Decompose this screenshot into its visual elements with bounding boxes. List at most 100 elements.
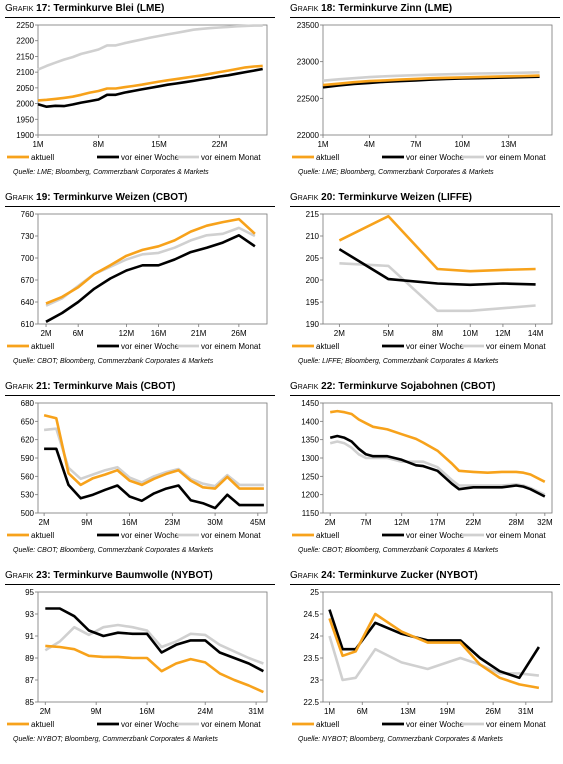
chart-svg: 190 195 200 205 210 215 2M 5M 8M 10M 12M 14M aktuell… bbox=[292, 210, 553, 351]
x-tick-label: 1M bbox=[324, 707, 335, 716]
chart-title-text: Terminkurve Baumwolle (NYBOT) bbox=[53, 570, 213, 581]
x-tick-label: 23M bbox=[165, 518, 181, 527]
x-tick-label: 13M bbox=[400, 707, 416, 716]
chart-title: Grafik 23: Terminkurve Baumwolle (NYBOT) bbox=[5, 570, 213, 581]
x-tick-label: 8M bbox=[93, 140, 104, 149]
x-tick-label: 7M bbox=[360, 518, 371, 527]
series-line-vor-einer-Woche bbox=[338, 248, 536, 287]
x-tick-label: 31M bbox=[518, 707, 534, 716]
x-tick-label: 12M bbox=[495, 329, 511, 338]
chart-title: Grafik 18: Terminkurve Zinn (LME) bbox=[290, 3, 453, 14]
y-tick-label: 700 bbox=[21, 254, 35, 263]
x-tick-label: 4M bbox=[364, 140, 375, 149]
series-line-vor-einer-Woche bbox=[45, 607, 265, 673]
y-tick-label: 2150 bbox=[16, 52, 34, 61]
series-line-vor-einer-Woche bbox=[44, 447, 264, 510]
title-rule bbox=[290, 206, 560, 207]
x-tick-label: 26M bbox=[485, 707, 501, 716]
chart-title-prefix: Grafik bbox=[5, 3, 37, 14]
y-tick-label: 93 bbox=[25, 610, 34, 619]
y-tick-label: 200 bbox=[306, 276, 320, 285]
y-tick-label: 590 bbox=[21, 454, 35, 463]
legend-label: vor einer Woche bbox=[121, 342, 180, 351]
y-tick-label: 500 bbox=[21, 509, 35, 518]
chart-title-text: Terminkurve Zucker (NYBOT) bbox=[338, 570, 478, 581]
y-tick-label: 680 bbox=[21, 399, 35, 408]
x-tick-label: 22M bbox=[466, 518, 482, 527]
title-rule bbox=[290, 17, 560, 18]
legend-label: vor einer Woche bbox=[121, 531, 180, 540]
chart-source: Quelle: CBOT; Bloomberg, Commerzbank Cor… bbox=[298, 547, 499, 554]
chart-number: 21 bbox=[36, 381, 48, 392]
y-tick-label: 560 bbox=[21, 472, 35, 481]
x-tick-label: 28M bbox=[508, 518, 524, 527]
chart-source: Quelle: NYBOT; Bloomberg, Commerzbank Co… bbox=[298, 736, 503, 743]
x-tick-label: 21M bbox=[191, 329, 207, 338]
chart-svg: 1900 1950 2000 2050 2100 2150 2200 2250 1M 8M 15M 2… bbox=[7, 21, 268, 162]
legend-label: aktuell bbox=[31, 342, 54, 351]
chart-source: Quelle: LME; Bloomberg, Commerzbank Corp… bbox=[13, 169, 209, 176]
legend-label: vor einer Woche bbox=[121, 720, 180, 729]
x-tick-label: 2M bbox=[39, 518, 50, 527]
y-tick-label: 640 bbox=[21, 298, 35, 307]
x-tick-label: 22M bbox=[212, 140, 228, 149]
chart-title-prefix: Grafik bbox=[290, 381, 322, 392]
y-tick-label: 2200 bbox=[16, 37, 34, 46]
y-tick-label: 23.5 bbox=[303, 654, 319, 663]
chart-number: 19 bbox=[36, 192, 48, 203]
series-line-aktuell bbox=[322, 74, 540, 87]
chart-title-prefix: Grafik bbox=[290, 192, 322, 203]
x-tick-label: 45M bbox=[250, 518, 266, 527]
chart-svg: 610 640 670 700 730 760 2M 6M 12M 16M 21M 26M aktuel… bbox=[7, 210, 268, 351]
y-tick-label: 24 bbox=[310, 632, 319, 641]
y-tick-label: 1250 bbox=[301, 472, 319, 481]
series-line-vor-einem-Monat bbox=[43, 427, 264, 488]
chart-number: 22 bbox=[321, 381, 333, 392]
legend-label: aktuell bbox=[31, 531, 54, 540]
series-line-vor-einer-Woche bbox=[329, 434, 546, 498]
chart-title-text: Terminkurve Zinn (LME) bbox=[338, 3, 453, 14]
chart-source: Quelle: LIFFE; Bloomberg, Commerzbank Co… bbox=[298, 358, 499, 365]
x-tick-label: 13M bbox=[501, 140, 517, 149]
chart-title: Grafik 22: Terminkurve Sojabohnen (CBOT) bbox=[290, 381, 496, 392]
series-line-vor-einem-Monat bbox=[329, 440, 546, 496]
title-rule bbox=[5, 17, 275, 18]
chart-title-text: Terminkurve Weizen (LIFFE) bbox=[338, 192, 472, 203]
legend-label: vor einem Monat bbox=[486, 153, 546, 162]
chart-svg: 22000 22500 23000 23500 1M 4M 7M 10M 13M aktuell v… bbox=[292, 21, 553, 162]
chart-title-prefix: Grafik bbox=[290, 3, 322, 14]
chart-title-prefix: Grafik bbox=[290, 570, 322, 581]
y-tick-label: 620 bbox=[21, 436, 35, 445]
x-tick-label: 16M bbox=[151, 329, 167, 338]
y-tick-label: 23000 bbox=[297, 58, 320, 67]
chart-number: 23 bbox=[36, 570, 48, 581]
y-tick-label: 1950 bbox=[16, 115, 34, 124]
y-tick-label: 24.5 bbox=[303, 610, 319, 619]
x-tick-label: 12M bbox=[394, 518, 410, 527]
legend-label: vor einem Monat bbox=[486, 720, 546, 729]
chart-title-text: Terminkurve Blei (LME) bbox=[53, 3, 165, 14]
x-tick-label: 6M bbox=[73, 329, 84, 338]
chart-panel-18: Grafik 18: Terminkurve Zinn (LME) 22000 22… bbox=[290, 3, 560, 191]
y-tick-label: 2250 bbox=[16, 21, 34, 30]
legend-label: vor einer Woche bbox=[406, 720, 465, 729]
y-tick-label: 1200 bbox=[301, 491, 319, 500]
chart-panel-21: Grafik 21: Terminkurve Mais (CBOT) 500 530… bbox=[5, 381, 275, 569]
legend-label: vor einer Woche bbox=[406, 342, 465, 351]
y-tick-label: 190 bbox=[306, 320, 320, 329]
plot-frame bbox=[37, 213, 268, 325]
chart-title: Grafik 24: Terminkurve Zucker (NYBOT) bbox=[290, 570, 478, 581]
y-tick-label: 650 bbox=[21, 417, 35, 426]
y-tick-label: 91 bbox=[25, 632, 34, 641]
y-tick-label: 730 bbox=[21, 232, 35, 241]
y-tick-label: 1350 bbox=[301, 436, 319, 445]
x-tick-label: 26M bbox=[231, 329, 247, 338]
title-rule bbox=[5, 395, 275, 396]
chart-source: Quelle: CBOT; Bloomberg, Commerzbank Cor… bbox=[13, 358, 214, 365]
series-line-vor-einem-Monat bbox=[322, 71, 540, 82]
series-line-vor-einer-Woche bbox=[328, 609, 540, 680]
series-line-aktuell bbox=[43, 413, 264, 490]
chart-panel-17: Grafik 17: Terminkurve Blei (LME) 1900 195… bbox=[5, 3, 275, 191]
series-line-aktuell bbox=[330, 409, 546, 483]
chart-number: 24 bbox=[321, 570, 333, 581]
